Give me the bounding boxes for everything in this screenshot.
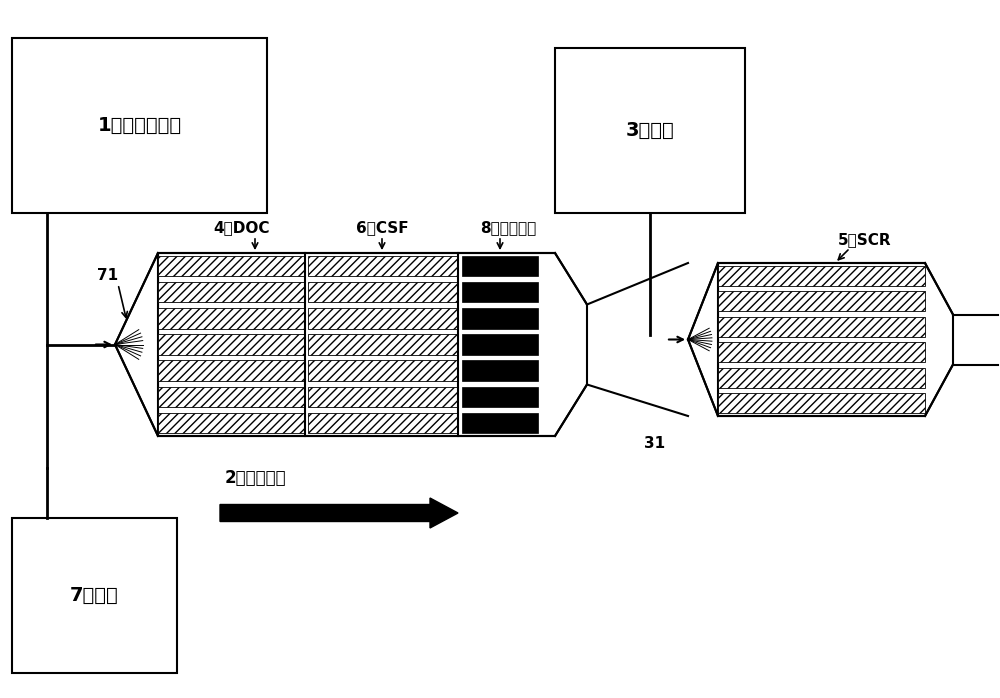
Bar — [718, 317, 925, 336]
Bar — [158, 413, 305, 433]
Bar — [555, 48, 745, 213]
Bar — [462, 413, 538, 433]
Bar — [158, 256, 305, 276]
Bar — [158, 334, 305, 355]
Bar — [308, 360, 458, 381]
Bar — [308, 413, 458, 433]
FancyArrow shape — [220, 498, 458, 528]
Bar — [718, 368, 925, 387]
Polygon shape — [688, 263, 718, 416]
Bar — [462, 282, 538, 302]
Bar — [718, 393, 925, 413]
Text: 3：尿素: 3：尿素 — [626, 121, 674, 140]
Bar — [158, 387, 305, 407]
Text: 4：DOC: 4：DOC — [214, 221, 270, 235]
Bar — [462, 256, 538, 276]
Bar — [12, 38, 267, 213]
Text: 8：捕获机构: 8：捕获机构 — [480, 221, 536, 235]
Bar — [308, 308, 458, 329]
Text: 7：燃料: 7：燃料 — [70, 586, 119, 605]
Bar — [158, 282, 305, 302]
Bar — [462, 387, 538, 407]
Text: 6：CSF: 6：CSF — [356, 221, 408, 235]
Bar — [718, 266, 925, 285]
Text: 5：SCR: 5：SCR — [838, 232, 892, 248]
Bar — [12, 518, 177, 673]
Bar — [158, 360, 305, 381]
Bar — [462, 308, 538, 329]
Bar — [308, 256, 458, 276]
Bar — [718, 291, 925, 311]
Text: 2：废气流路: 2：废气流路 — [225, 469, 287, 487]
Text: 31: 31 — [644, 436, 666, 450]
Bar — [718, 342, 925, 362]
Bar — [462, 360, 538, 381]
Bar — [158, 308, 305, 329]
Bar — [308, 387, 458, 407]
Bar — [462, 334, 538, 355]
Text: 1：柴油发动机: 1：柴油发动机 — [97, 116, 182, 135]
Text: 71: 71 — [97, 269, 119, 283]
Polygon shape — [115, 253, 158, 436]
Bar — [308, 334, 458, 355]
Polygon shape — [158, 253, 587, 436]
Bar — [308, 282, 458, 302]
Polygon shape — [718, 263, 953, 416]
